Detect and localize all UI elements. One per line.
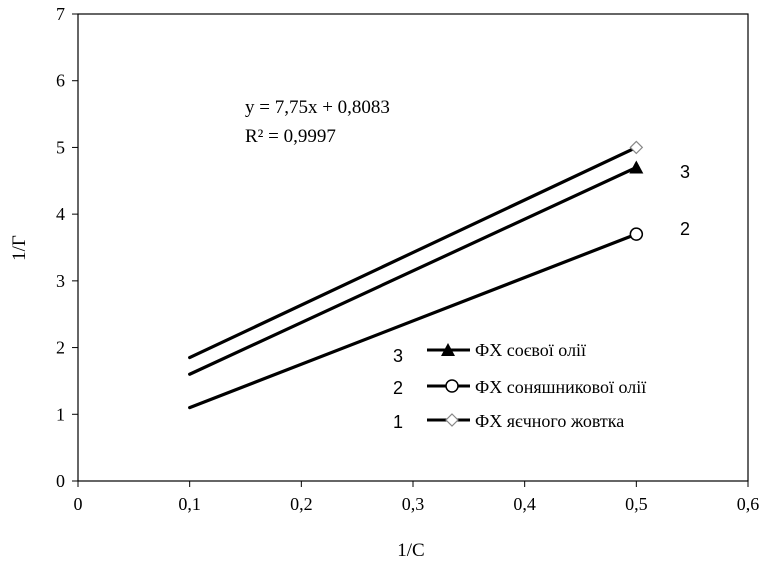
series-markers <box>629 140 644 241</box>
x-tick-label: 0,3 <box>402 494 425 514</box>
legend-number-2: 2 <box>393 378 403 398</box>
x-tick-label: 0,4 <box>513 494 536 514</box>
series-line-3 <box>188 145 638 360</box>
legend-entry-soy: 3 ФХ соєвої олії <box>393 340 586 366</box>
y-tick-label: 6 <box>56 71 65 91</box>
y-tick-label: 3 <box>56 271 65 291</box>
x-tick-label: 0,6 <box>737 494 760 514</box>
x-axis-title: 1/C <box>397 540 424 561</box>
circle-marker <box>629 227 644 241</box>
x-tick-label: 0 <box>74 494 83 514</box>
legend-entry-sunflower: 2 ФХ соняшникової олії <box>393 377 646 398</box>
legend-entry-egg: 1 ФХ яєчного жовтка <box>393 411 624 432</box>
x-tick-label: 0,1 <box>178 494 201 514</box>
line-number-label-2: 2 <box>680 219 690 239</box>
y-axis-title: 1/Г <box>9 235 30 261</box>
series-line-2 <box>188 232 638 410</box>
line-number-label-3: 3 <box>680 162 690 182</box>
plot-area <box>77 13 749 482</box>
legend-number-3: 3 <box>393 346 403 366</box>
legend-triangle-marker <box>441 343 455 356</box>
legend-circle-marker <box>445 379 459 393</box>
r-squared-label: R² = 0,9997 <box>245 126 336 147</box>
y-tick-label: 2 <box>56 338 65 358</box>
legend-label-sunflower: ФХ соняшникової олії <box>475 377 646 397</box>
triangle-marker <box>629 160 644 174</box>
x-tick-group: 0 0,1 0,2 0,3 0,4 0,5 0,6 <box>74 481 760 514</box>
y-tick-group: 0 1 2 3 4 5 6 7 <box>56 4 78 491</box>
legend-diamond-marker <box>445 413 459 427</box>
y-tick-label: 0 <box>56 471 65 491</box>
y-tick-label: 1 <box>56 404 65 424</box>
series-line-1 <box>188 165 638 376</box>
legend-number-1: 1 <box>393 412 403 432</box>
legend-label-soy: ФХ соєвої олії <box>475 340 586 360</box>
y-tick-label: 5 <box>56 137 65 157</box>
diamond-marker <box>629 140 644 155</box>
legend: 3 ФХ соєвої олії 2 ФХ соняшникової олії … <box>393 340 646 432</box>
legend-label-egg: ФХ яєчного жовтка <box>475 411 624 431</box>
equation-label: y = 7,75x + 0,8083 <box>245 97 390 118</box>
x-tick-label: 0,2 <box>290 494 313 514</box>
series-lines <box>188 145 638 410</box>
y-tick-label: 4 <box>56 204 65 224</box>
x-tick-label: 0,5 <box>625 494 648 514</box>
y-tick-label: 7 <box>56 4 65 24</box>
